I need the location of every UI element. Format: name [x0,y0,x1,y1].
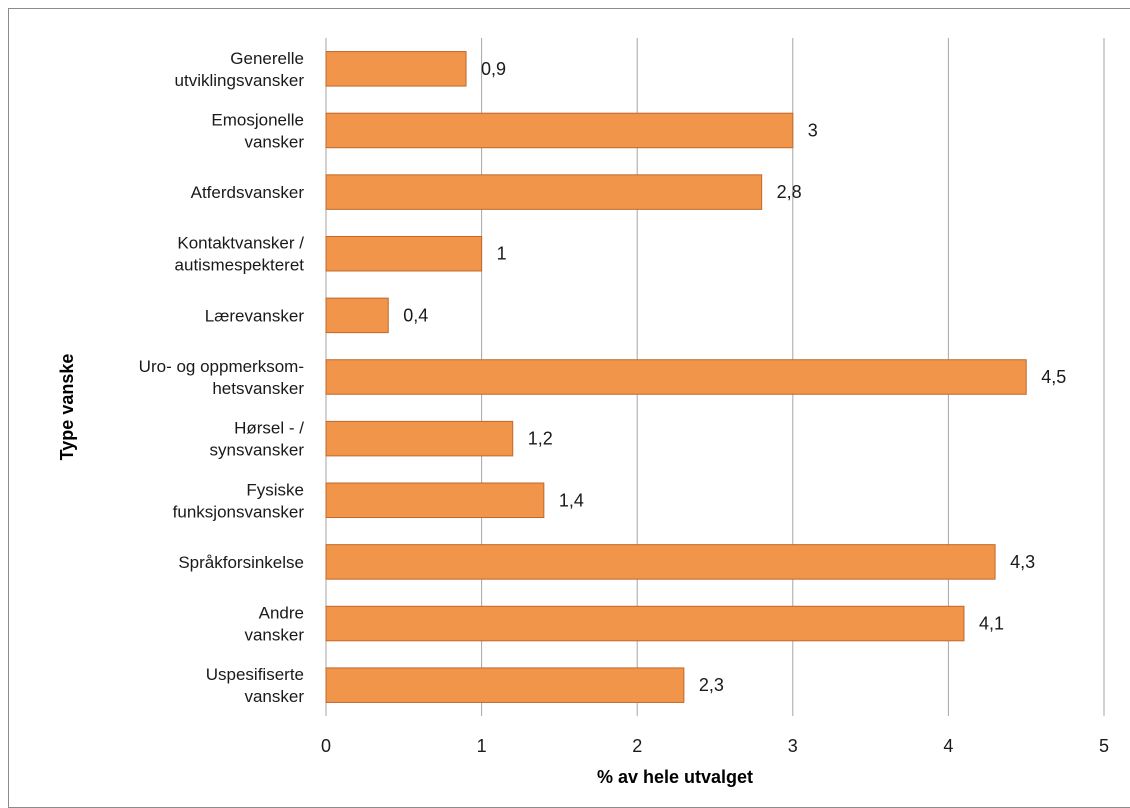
data-label: 2,3 [699,675,724,695]
bar [325,667,685,703]
category-label: funksjonsvansker [173,502,305,521]
category-label: Uro- og oppmerksom- [139,357,304,376]
bar [325,174,763,210]
bar [325,297,389,334]
x-tick-label: 5 [1099,736,1109,756]
bar [325,112,794,149]
x-tick-label: 2 [632,736,642,756]
category-labels: Generelle utviklingsvansker Emosjonelle van… [139,49,305,706]
data-label: 4,1 [979,614,1004,634]
data-label: 1 [497,244,507,264]
data-label: 1,2 [528,429,553,449]
data-label: 3 [808,120,818,140]
category-label: Emosjonelle [211,110,304,129]
bar-chart: 0,9 3 2,8 1 0,4 4,5 1,2 1,4 4,3 4,1 2,3 Generelle u… [57,38,1109,787]
y-axis-title: Type vanske [57,354,77,461]
x-tick-labels: 0 1 2 3 4 5 [321,736,1109,756]
category-label: Hørsel - / [234,419,304,438]
bar [325,359,1027,395]
data-label: 0,9 [481,59,506,79]
bars [325,51,1027,703]
x-tick-label: 4 [943,736,953,756]
category-label: Fysiske [246,480,304,499]
category-label: Andre [259,604,304,623]
category-label: vansker [244,132,304,151]
data-label: 4,5 [1041,367,1066,387]
data-labels: 0,9 3 2,8 1 0,4 4,5 1,2 1,4 4,3 4,1 2,3 [403,59,1066,695]
bar [325,605,965,642]
category-label: autismespekteret [175,256,305,275]
category-label: vansker [244,687,304,706]
x-tick-label: 1 [477,736,487,756]
category-label: Uspesifiserte [206,665,304,684]
data-label: 0,4 [403,305,428,325]
bar [325,51,467,87]
x-tick-label: 0 [321,736,331,756]
x-tick-label: 3 [788,736,798,756]
category-label: Lærevansker [205,306,305,325]
data-label: 4,3 [1010,552,1035,572]
x-axis-title: % av hele utvalget [597,767,753,787]
category-label: vansker [244,626,304,645]
bar [325,544,996,580]
category-label: Generelle [230,49,304,68]
category-label: Kontaktvansker / [177,234,304,253]
category-label: hetsvansker [212,379,304,398]
category-label: utviklingsvansker [175,71,305,90]
data-label: 2,8 [777,182,802,202]
bar [325,482,545,519]
bar [325,420,514,457]
data-label: 1,4 [559,490,584,510]
category-label: synsvansker [210,441,305,460]
category-label: Atferdsvansker [191,183,305,202]
bar [325,235,483,272]
category-label: Språkforsinkelse [178,553,304,572]
